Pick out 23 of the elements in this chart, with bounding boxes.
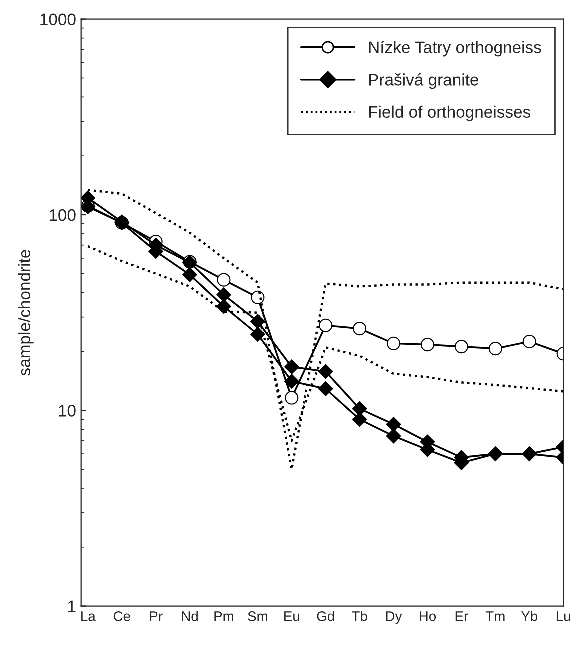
x-tick-label: Ho [420, 612, 436, 622]
x-tick-label: Pr [150, 612, 163, 622]
legend-label: Prašivá granite [369, 73, 478, 90]
x-tick-label: Ce [114, 612, 130, 622]
x-tick-label: Lu [556, 612, 570, 622]
y-tick-label: 1 [68, 600, 76, 612]
x-tick-label: Eu [284, 612, 300, 622]
legend-label: Nízke Tatry orthogneiss [369, 41, 542, 57]
x-tick-label: Pm [214, 612, 234, 622]
x-tick-label: Nd [182, 611, 198, 622]
y-axis-title: sample/chondrite [18, 250, 34, 376]
x-tick-label: Yb [521, 611, 538, 622]
x-tick-label: Sm [248, 612, 268, 622]
y-tick-label: 1000 [40, 14, 76, 26]
x-tick-label: Dy [386, 612, 402, 624]
y-tick-label: 10 [59, 405, 76, 417]
x-tick-label: Tm [486, 612, 505, 622]
y-tick-label: 100 [50, 209, 76, 222]
x-tick-label: La [82, 612, 96, 622]
x-tick-label: Er [456, 612, 468, 622]
legend-label: Field of orthogneisses [369, 106, 531, 122]
x-tick-label: Tb [352, 611, 368, 622]
x-tick-label: Gd [317, 611, 334, 622]
